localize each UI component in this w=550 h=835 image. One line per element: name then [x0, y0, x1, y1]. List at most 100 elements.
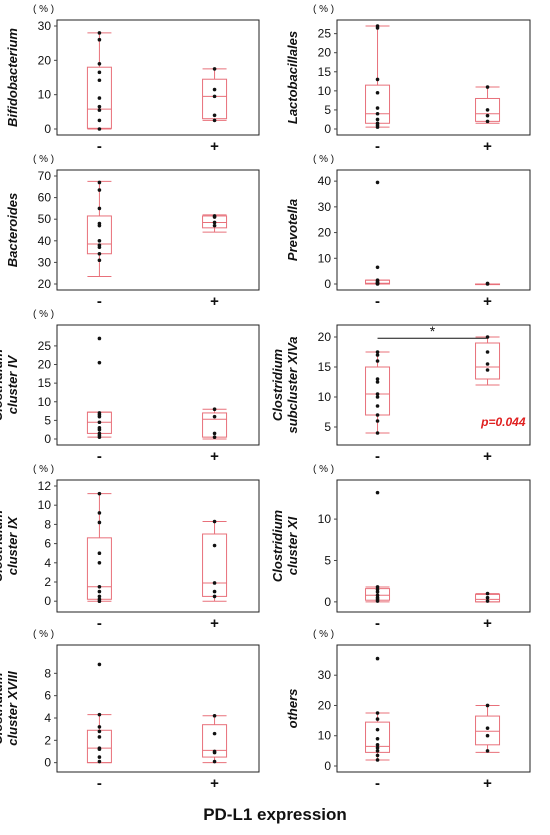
data-point — [97, 96, 102, 100]
y-tick-label: 60 — [38, 191, 52, 205]
data-point — [97, 491, 102, 496]
data-point — [375, 180, 380, 185]
y-tick-label: 20 — [318, 226, 332, 240]
data-point — [375, 282, 380, 286]
data-point — [375, 413, 380, 417]
data-point — [97, 420, 102, 425]
box-group-negative — [365, 350, 391, 435]
y-tick-label: 10 — [318, 390, 332, 404]
y-tick-label: 20 — [318, 698, 332, 712]
y-tick-label: 20 — [38, 277, 52, 291]
data-point — [212, 759, 217, 764]
data-point — [375, 743, 380, 747]
y-tick-label: 8 — [44, 517, 51, 531]
data-point — [97, 245, 102, 250]
data-point — [212, 589, 217, 594]
x-category-label: - — [375, 293, 380, 310]
box-group-negative — [365, 24, 391, 129]
y-tick-label: 50 — [38, 212, 52, 226]
data-point — [97, 223, 102, 228]
data-point — [375, 419, 380, 423]
data-point — [97, 239, 102, 243]
data-point — [375, 395, 380, 399]
data-point — [97, 735, 102, 739]
x-category-label: - — [375, 615, 380, 632]
data-point — [212, 519, 217, 524]
x-category-label: - — [375, 448, 380, 465]
data-point — [212, 581, 217, 585]
data-point — [485, 749, 490, 753]
x-category-label: - — [375, 775, 380, 792]
data-point — [97, 712, 102, 717]
data-point — [212, 407, 217, 412]
y-tick-label: 30 — [318, 668, 332, 682]
y-axis-label: Clostridium — [0, 672, 5, 745]
data-point — [375, 106, 380, 110]
chart-panel-7: 0 2 4 6 8 10 12 ( % ) Clostridium cluster IX - + — [0, 464, 260, 632]
box-group-positive — [475, 335, 501, 386]
data-point — [97, 511, 102, 515]
plot-frame — [336, 19, 531, 136]
x-category-label: - — [97, 615, 102, 632]
y-tick-label: 5 — [324, 103, 331, 117]
data-point — [375, 585, 380, 589]
data-point — [375, 656, 380, 661]
box-group-positive — [202, 713, 228, 764]
plot-frame — [336, 644, 531, 773]
data-point — [97, 206, 102, 211]
y-tick-label: 25 — [318, 27, 332, 41]
data-point — [97, 729, 102, 734]
chart-panel-8: 0 5 10 ( % ) Clostridium cluster XI - + — [270, 464, 531, 632]
data-point — [375, 593, 380, 598]
data-point — [375, 380, 380, 384]
y-axis-label: cluster IX — [5, 515, 20, 575]
box-iqr — [475, 342, 501, 380]
data-point — [375, 359, 380, 363]
data-point — [212, 94, 217, 99]
data-point — [485, 119, 490, 124]
y-axis-label: Bifidobacterium — [5, 28, 20, 127]
data-point — [97, 435, 102, 439]
y-tick-label: 40 — [318, 174, 332, 188]
unit-label: ( % ) — [33, 464, 54, 475]
data-point — [375, 599, 380, 603]
box-group-positive — [475, 85, 501, 124]
data-point — [212, 87, 217, 92]
box-group-positive — [202, 519, 228, 602]
y-tick-label: 6 — [44, 689, 51, 703]
chart-panel-1: 0 10 20 30 ( % ) Bifidobacterium - + — [5, 4, 260, 155]
y-axis-label: Clostridium — [0, 348, 5, 421]
data-point — [375, 90, 380, 95]
y-tick-label: 0 — [324, 122, 331, 136]
plot-frame — [56, 324, 260, 446]
data-point — [375, 377, 380, 381]
y-axis-label: subcluster XIVa — [285, 336, 300, 433]
data-point — [97, 70, 102, 75]
box-iqr — [202, 78, 228, 120]
y-tick-label: 2 — [44, 575, 51, 589]
data-point — [97, 180, 102, 185]
data-point — [485, 368, 490, 372]
y-tick-label: 10 — [38, 88, 52, 102]
data-point — [97, 427, 102, 432]
data-point — [375, 77, 380, 82]
data-point — [97, 188, 102, 192]
y-axis-label: Bacteroides — [5, 193, 20, 267]
x-category-label: + — [483, 138, 492, 155]
box-group-negative — [86, 662, 112, 764]
y-axis-label: cluster IV — [5, 354, 20, 414]
data-point — [97, 414, 102, 419]
unit-label: ( % ) — [33, 4, 54, 15]
y-tick-label: 5 — [324, 420, 331, 434]
data-point — [97, 251, 102, 256]
data-point — [375, 353, 380, 357]
data-point — [212, 731, 217, 736]
data-point — [375, 490, 380, 495]
x-category-label: + — [483, 775, 492, 792]
unit-label: ( % ) — [313, 154, 334, 165]
data-point — [212, 435, 217, 439]
y-tick-label: 0 — [324, 277, 331, 291]
x-category-label: + — [210, 138, 219, 155]
data-point — [97, 78, 102, 83]
data-point — [97, 599, 102, 603]
